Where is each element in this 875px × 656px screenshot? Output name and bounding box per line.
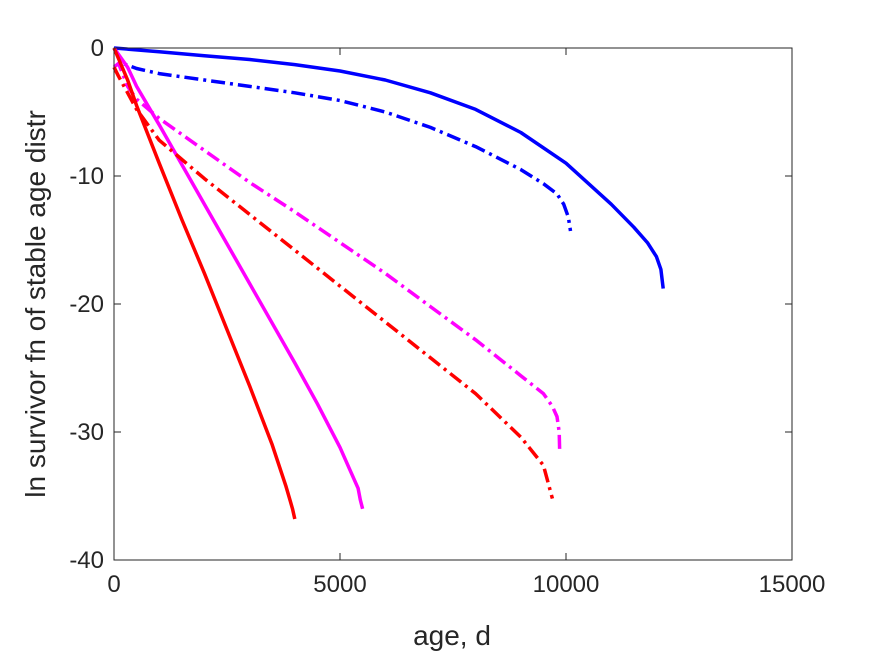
y-tick-label: 0 (91, 35, 104, 62)
series-line-5 (112, 47, 297, 520)
plot-area (114, 48, 792, 560)
y-tick-label: -30 (69, 419, 104, 446)
axes-layer: 0 5000 10000 15000 0 -10 -20 -30 -40 (69, 35, 825, 598)
plot-background (114, 48, 792, 560)
x-tick-label: 0 (107, 571, 120, 598)
series-line-1 (113, 46, 665, 289)
y-tick-label: -20 (69, 291, 104, 318)
x-tick-label: 10000 (533, 571, 600, 598)
x-axis-label: age, d (413, 620, 491, 651)
y-axis-label: ln survivor fn of stable age distr (20, 110, 51, 498)
x-tick-label: 5000 (313, 571, 366, 598)
series-line-3 (112, 46, 365, 510)
x-tick-label: 15000 (759, 571, 826, 598)
series-layer (112, 46, 665, 520)
y-tick-label: -10 (69, 163, 104, 190)
series-line-2 (112, 47, 573, 232)
series-line-6 (112, 66, 555, 500)
y-tick-label: -40 (69, 547, 104, 574)
